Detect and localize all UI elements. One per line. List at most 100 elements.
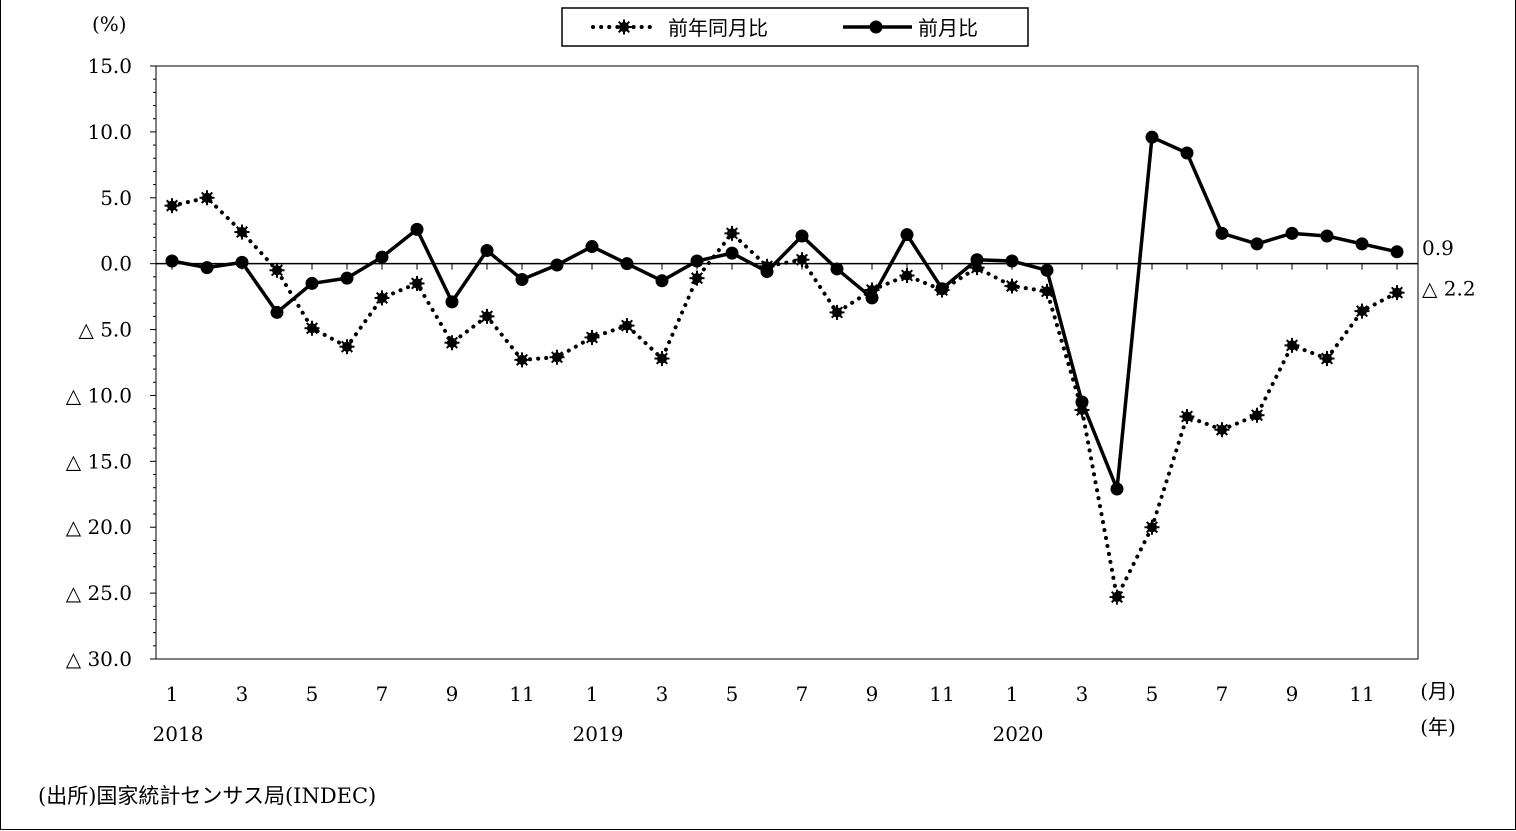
mom-point: [795, 229, 809, 243]
mom-point: [235, 255, 249, 269]
yoy-point: [514, 352, 530, 368]
mom-point: [970, 253, 984, 267]
y-tick-label: △ 5.0: [78, 318, 132, 342]
yoy-point: [616, 19, 632, 35]
mom-point: [270, 305, 284, 319]
yoy-point: [1284, 337, 1300, 353]
y-tick-label: △ 15.0: [66, 449, 132, 473]
yoy-point: [654, 351, 670, 367]
mom-point: [1320, 229, 1334, 243]
x-tick-label: 3: [656, 682, 669, 706]
y-tick-label: 0.0: [100, 252, 132, 276]
mom-point: [305, 276, 319, 290]
x-tick-label: 3: [236, 682, 249, 706]
yoy-point: [1389, 285, 1405, 301]
yoy-point: [619, 318, 635, 334]
mom-point: [1250, 237, 1264, 251]
legend-mom-marker: [869, 20, 883, 34]
x-tick-label: 9: [1286, 682, 1299, 706]
y-tick-label: △ 10.0: [66, 383, 132, 407]
x-unit-month: (月): [1420, 679, 1456, 703]
yoy-point: [444, 335, 460, 351]
yoy-point: [1004, 278, 1020, 294]
year-label: 2019: [573, 722, 624, 746]
x-tick-label: 7: [376, 682, 389, 706]
yoy-point: [479, 308, 495, 324]
x-tick-label: 1: [166, 682, 179, 706]
yoy-point: [584, 329, 600, 345]
mom-point: [865, 291, 879, 305]
mom-point: [165, 254, 179, 268]
mom-point: [1180, 146, 1194, 160]
x-tick-label: 5: [726, 682, 739, 706]
mom-point: [480, 243, 494, 257]
year-label: 2018: [153, 722, 204, 746]
yoy-point: [409, 275, 425, 291]
mom-point: [900, 228, 914, 242]
mom-point: [620, 257, 634, 271]
yoy-point: [339, 339, 355, 355]
yoy-point: [164, 198, 180, 214]
yoy-point: [1249, 407, 1265, 423]
yoy-point: [1319, 351, 1335, 367]
x-tick-label: 1: [586, 682, 599, 706]
end-value-label: 0.9: [1422, 236, 1454, 260]
x-tick-label: 1: [1006, 682, 1019, 706]
yoy-point: [549, 349, 565, 365]
mom-point: [935, 282, 949, 296]
legend-yoy-label: 前年同月比: [668, 16, 768, 40]
yoy-point: [1144, 519, 1160, 535]
mom-point: [690, 254, 704, 268]
yoy-point: [899, 268, 915, 284]
x-tick-label: 9: [866, 682, 879, 706]
mom-point: [1005, 254, 1019, 268]
x-tick-label: 7: [1216, 682, 1229, 706]
yoy-point: [829, 304, 845, 320]
y-tick-label: 10.0: [87, 120, 132, 144]
yoy-point: [1109, 589, 1125, 605]
yoy-point: [724, 225, 740, 241]
plot-area: [155, 65, 1419, 660]
y-unit-label: (%): [92, 12, 127, 36]
x-tick-label: 5: [306, 682, 319, 706]
y-tick-label: △ 25.0: [66, 581, 132, 605]
yoy-point: [269, 262, 285, 278]
x-tick-label: 11: [929, 682, 954, 706]
yoy-point: [234, 224, 250, 240]
x-tick-label: 11: [1349, 682, 1374, 706]
mom-point: [1355, 237, 1369, 251]
year-label: 2020: [993, 722, 1044, 746]
mom-point: [1075, 395, 1089, 409]
mom-point: [830, 262, 844, 276]
yoy-point: [1179, 409, 1195, 425]
y-tick-label: △ 30.0: [66, 647, 132, 671]
mom-point: [725, 246, 739, 260]
legend-mom-label: 前月比: [918, 16, 978, 40]
x-tick-label: 3: [1076, 682, 1089, 706]
y-tick-label: △ 20.0: [66, 515, 132, 539]
mom-point: [1145, 130, 1159, 144]
x-tick-label: 5: [1146, 682, 1159, 706]
yoy-point: [794, 252, 810, 268]
mom-point: [760, 265, 774, 279]
yoy-point: [1214, 422, 1230, 438]
mom-point: [445, 295, 459, 309]
series-mom-line: [171, 135, 1398, 491]
mom-point: [375, 250, 389, 264]
mom-point: [410, 222, 424, 236]
yoy-point: [199, 190, 215, 206]
yoy-point: [304, 320, 320, 336]
x-tick-label: 9: [446, 682, 459, 706]
x-unit-year: (年): [1420, 715, 1456, 739]
yoy-point: [1354, 303, 1370, 319]
series-yoy-line: [170, 195, 1399, 604]
mom-point: [1110, 482, 1124, 496]
mom-point: [655, 274, 669, 288]
y-tick-label: 5.0: [100, 186, 132, 210]
mom-point: [1285, 226, 1299, 240]
mom-point: [550, 258, 564, 272]
mom-point: [1215, 226, 1229, 240]
mom-point: [515, 272, 529, 286]
x-tick-label: 7: [796, 682, 809, 706]
